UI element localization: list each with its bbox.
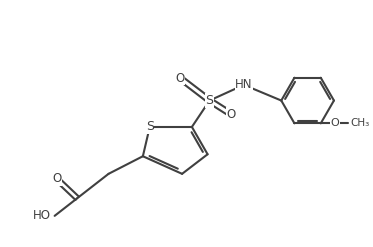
Text: S: S bbox=[206, 94, 214, 107]
Text: HO: HO bbox=[33, 209, 51, 222]
Text: CH₃: CH₃ bbox=[350, 118, 369, 128]
Text: O: O bbox=[176, 72, 185, 84]
Text: O: O bbox=[226, 108, 236, 121]
Text: O: O bbox=[52, 172, 61, 185]
Text: HN: HN bbox=[235, 78, 253, 91]
Text: S: S bbox=[146, 121, 154, 133]
Text: O: O bbox=[330, 118, 339, 128]
